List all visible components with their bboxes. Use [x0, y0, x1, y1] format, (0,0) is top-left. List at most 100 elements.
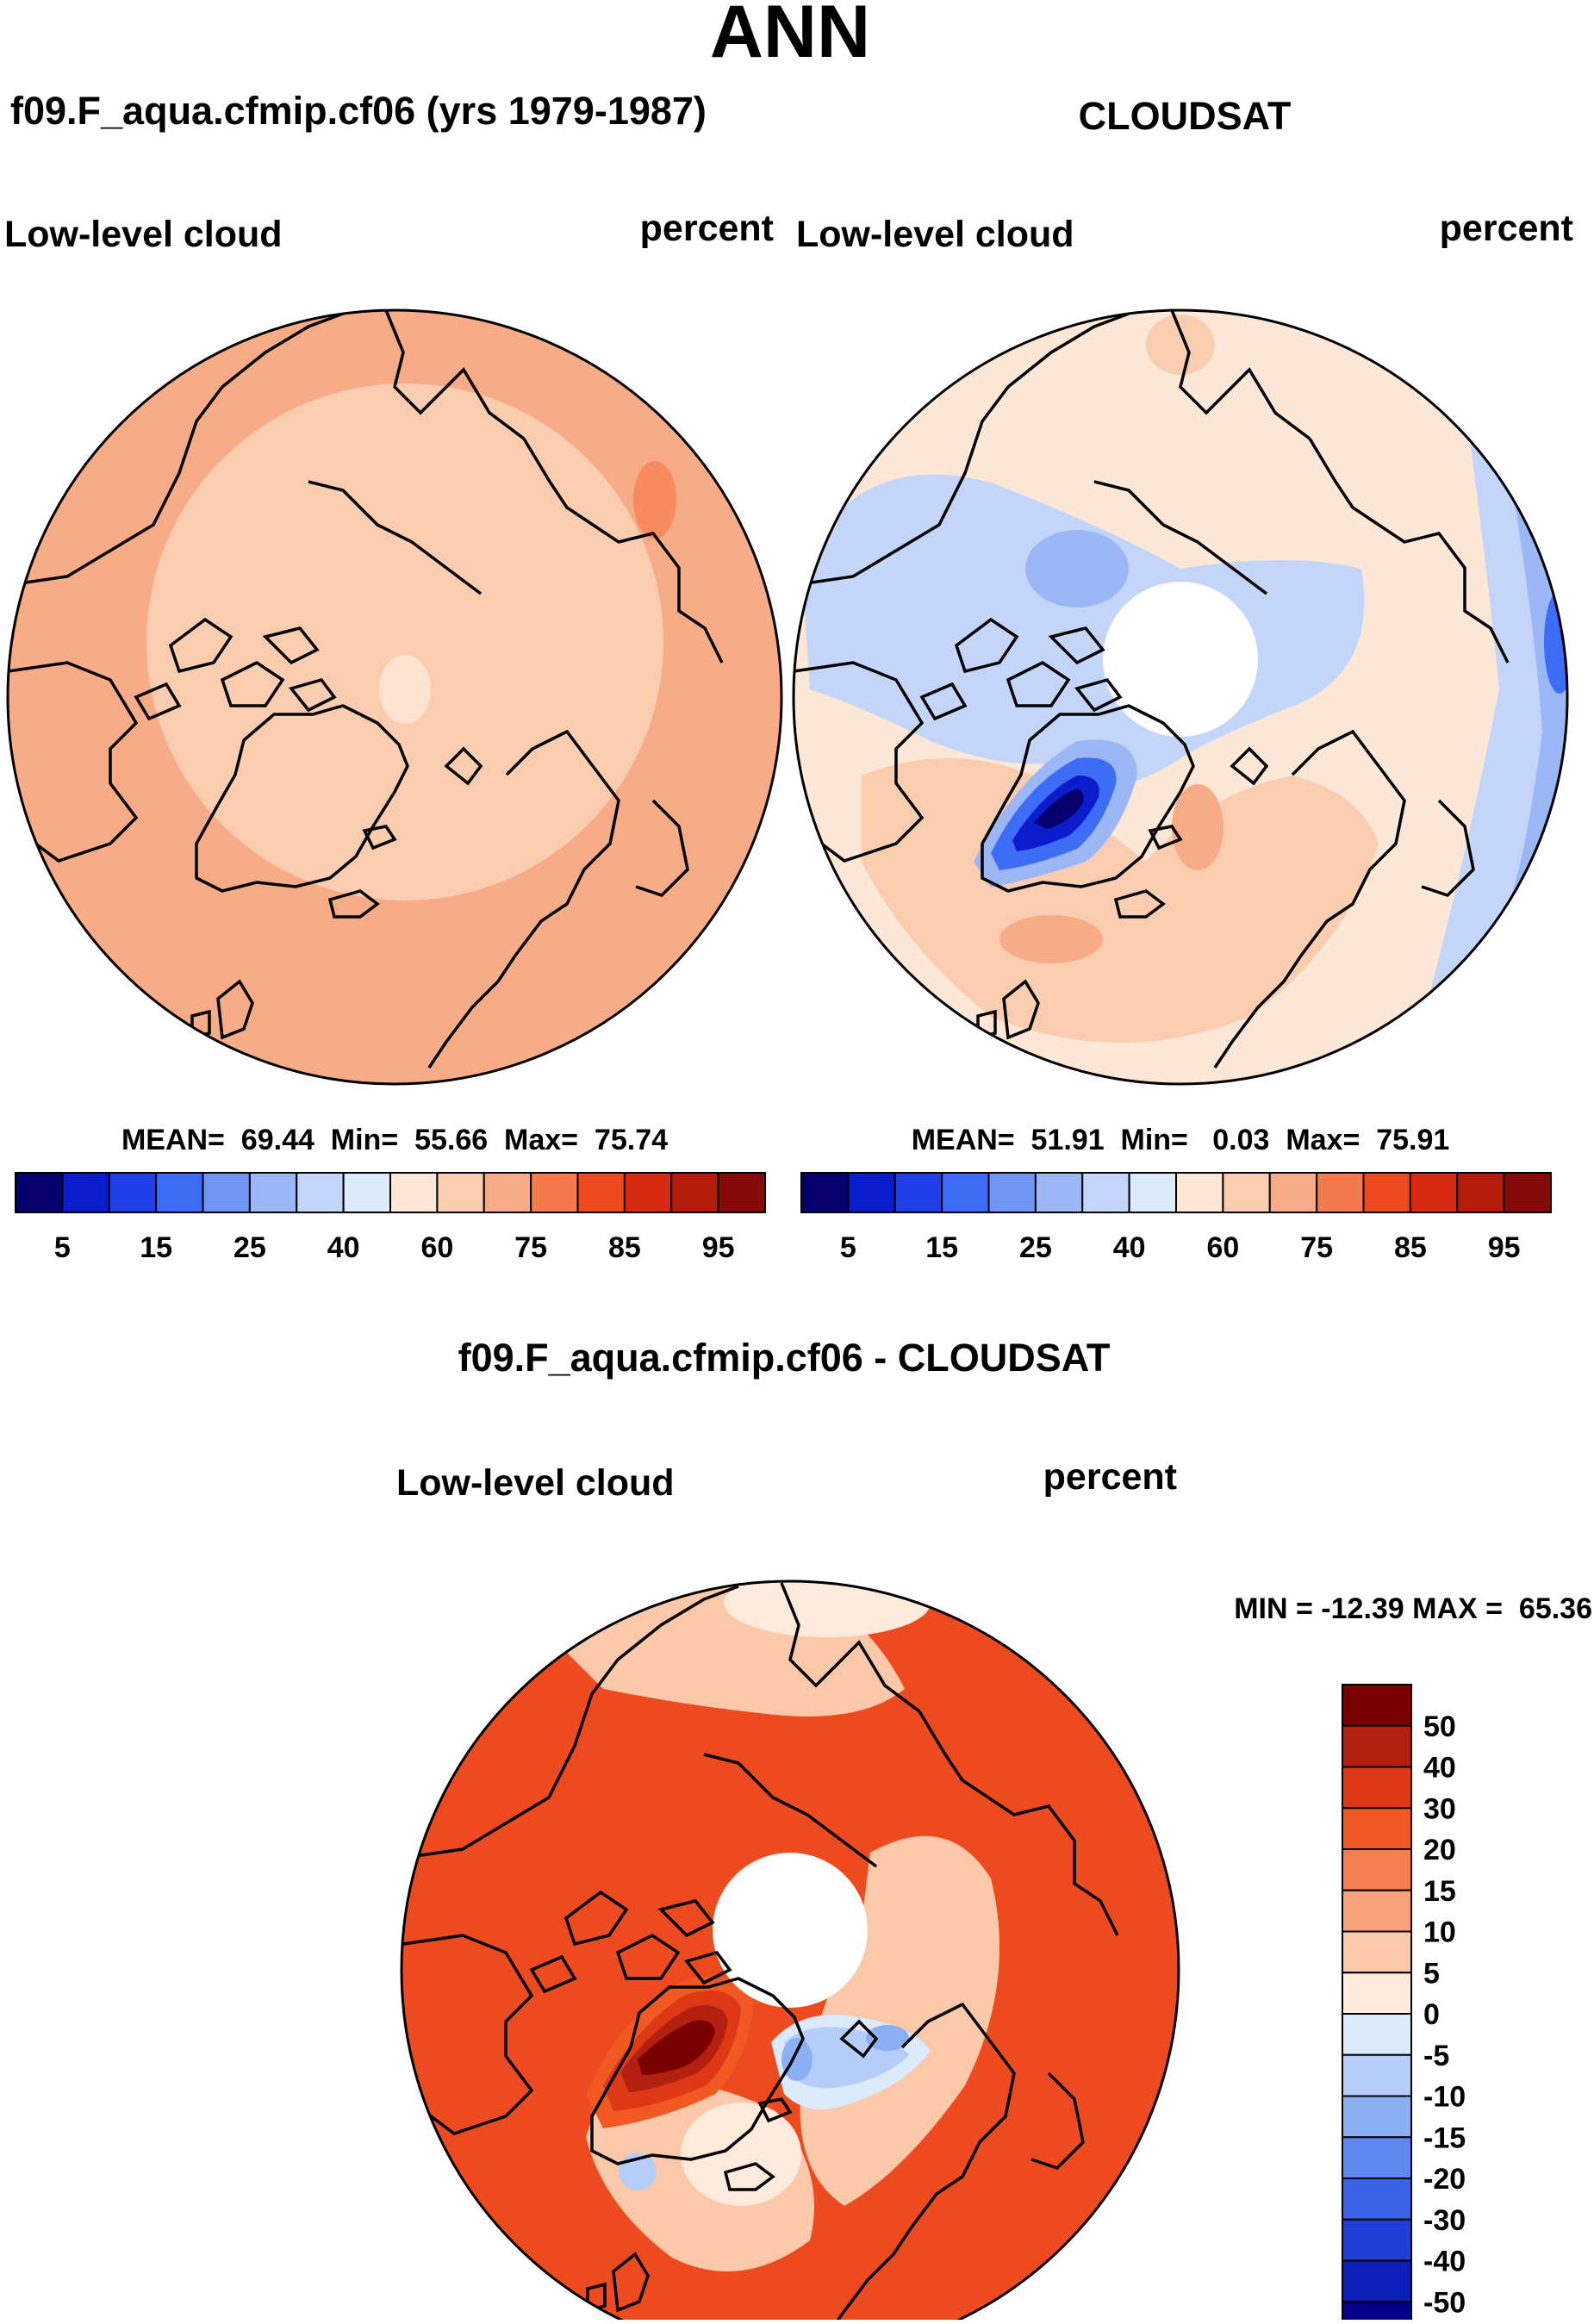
panel-obs: CLOUDSAT Low-level cloud percent MEAN: [792, 94, 1573, 1264]
colorbar-swatch-1: [847, 1172, 896, 1213]
colorbar-swatch-8: [1342, 2013, 1412, 2056]
colorbar-swatch-4: [202, 1172, 251, 1213]
panel-diff-right-label: percent: [1043, 1456, 1177, 1498]
panel-model-title: f09.F_aqua.cfmip.cf06 (yrs 1979-1987): [10, 89, 707, 133]
colorbar-swatch-9: [1342, 2053, 1412, 2097]
colorbar-tick-label: 85: [608, 1231, 641, 1264]
diff-field-west-light: [422, 1620, 543, 1689]
colorbar-swatch-3: [1342, 1807, 1412, 1850]
panel-obs-left-label: Low-level cloud: [796, 214, 1074, 255]
colorbar-swatch-12: [576, 1172, 626, 1213]
colorbar-swatch-12: [1362, 1172, 1411, 1213]
colorbar-swatch-11: [1342, 2136, 1412, 2179]
colorbar-tick-label: 40: [1113, 1231, 1146, 1264]
panel-model: f09.F_aqua.cfmip.cf06 (yrs 1979-1987) Lo…: [4, 89, 783, 1264]
colorbar-tick-label: 30: [1423, 1792, 1456, 1825]
colorbar-swatch-0: [800, 1172, 850, 1213]
panel-diff-title: f09.F_aqua.cfmip.cf06 - CLOUDSAT: [458, 1336, 1111, 1380]
colorbar-tick-label: 15: [140, 1231, 172, 1264]
colorbar-tick-label: 60: [1206, 1231, 1239, 1264]
colorbar-swatch-12: [1342, 2178, 1412, 2221]
panel-diff-left-label: Low-level cloud: [396, 1462, 675, 1504]
panel-model-map: [8, 310, 781, 1084]
diff-norwegian-minimum: [771, 2015, 931, 2109]
colorbar-tick-label: 50: [1423, 1710, 1456, 1743]
obs-greenland-minimum: [974, 739, 1137, 888]
colorbar-swatch-8: [1175, 1172, 1224, 1213]
colorbar-swatch-4: [987, 1172, 1037, 1213]
colorbar-tick-label: 15: [1423, 1875, 1456, 1908]
colorbar-tick-label: -5: [1423, 2040, 1449, 2072]
colorbar-tick-label: 95: [702, 1231, 735, 1264]
model-field-patch: [633, 461, 676, 539]
colorbar-swatch-15: [1342, 2301, 1412, 2324]
colorbar-tick-label: 75: [514, 1231, 547, 1264]
colorbar-swatch-14: [670, 1172, 719, 1213]
diff-field-atlantic-pale: [681, 2103, 801, 2206]
colorbar-swatch-2: [894, 1172, 943, 1213]
colorbar-swatch-11: [530, 1172, 579, 1213]
colorbar-swatch-10: [483, 1172, 532, 1213]
colorbar-swatch-0: [15, 1172, 64, 1213]
colorbar-swatch-15: [717, 1172, 766, 1213]
colorbar-swatch-10: [1268, 1172, 1318, 1213]
colorbar-swatch-15: [1503, 1172, 1552, 1213]
colorbar-tick-label: -10: [1423, 2081, 1466, 2114]
colorbar-tick-label: 95: [1488, 1231, 1521, 1264]
colorbar-swatch-13: [1342, 2218, 1412, 2262]
colorbar-swatch-13: [623, 1172, 673, 1213]
colorbar-tick-label: 5: [1423, 1957, 1440, 1990]
colorbar-swatch-3: [155, 1172, 204, 1213]
colorbar-tick-label: 85: [1394, 1231, 1427, 1264]
colorbar-tick-label: 25: [1019, 1231, 1052, 1264]
colorbar-swatch-8: [389, 1172, 439, 1213]
panel-obs-stats: MEAN= 51.91 Min= 0.03 Max= 75.91: [912, 1124, 1450, 1156]
diff-field-north-pale: [724, 1581, 931, 1637]
colorbar-swatch-9: [1222, 1172, 1271, 1213]
panel-diff-map: [402, 1581, 1179, 2324]
colorbar-tick-label: 40: [327, 1231, 360, 1264]
colorbar-tick-label: 5: [840, 1231, 856, 1264]
colorbar-swatch-3: [941, 1172, 990, 1213]
panel-diff: f09.F_aqua.cfmip.cf06 - CLOUDSAT Low-lev…: [396, 1336, 1592, 2324]
colorbar-swatch-6: [1081, 1172, 1130, 1213]
panel-diff-stats: MIN = -12.39 MAX = 65.36: [1234, 1592, 1592, 1625]
obs-field-warm-patch-2: [999, 915, 1103, 963]
colorbar-swatch-9: [436, 1172, 485, 1213]
panel-model-stats: MEAN= 69.44 Min= 55.66 Max= 75.74: [121, 1124, 668, 1156]
colorbar-swatch-0: [1342, 1684, 1412, 1727]
colorbar-swatch-2: [108, 1172, 158, 1213]
panel-diff-map-border: [400, 1579, 1180, 2324]
colorbar-tick-label: -40: [1423, 2246, 1466, 2278]
panel-obs-map: [794, 310, 1567, 1084]
colorbar-swatch-14: [1456, 1172, 1505, 1213]
colorbar-tick-label: -30: [1423, 2204, 1466, 2237]
page-title: ANN: [710, 0, 870, 73]
colorbar-tick-label: 0: [1423, 1998, 1440, 2031]
diff-field-east-light: [800, 1835, 999, 2206]
colorbar-swatch-4: [1342, 1848, 1412, 1891]
panel-model-map-border: [6, 308, 783, 1086]
colorbar-swatch-6: [1342, 1930, 1412, 1974]
diff-pole-missing: [713, 1853, 868, 2008]
obs-pole-missing: [1103, 582, 1258, 737]
colorbar-tick-label: 5: [54, 1231, 71, 1264]
colorbar-tick-label: 75: [1300, 1231, 1333, 1264]
colorbar-swatch-10: [1342, 2095, 1412, 2139]
colorbar-swatch-5: [1342, 1889, 1412, 1933]
colorbar-swatch-7: [342, 1172, 391, 1213]
obs-field-edge-blue: [1544, 590, 1567, 694]
panel-model-colorbar: 5 15 25 40 60 75 85 95: [15, 1172, 766, 1264]
colorbar-tick-label: 20: [1423, 1834, 1456, 1866]
colorbar-swatch-2: [1342, 1766, 1412, 1810]
model-field-inner: [146, 383, 663, 900]
colorbar-swatch-1: [1342, 1724, 1412, 1768]
diff-greenland-maximum: [586, 1976, 754, 2128]
panel-obs-right-label: percent: [1440, 208, 1573, 249]
panel-model-right-label: percent: [640, 208, 774, 249]
colorbar-tick-label: 10: [1423, 1916, 1456, 1949]
colorbar-tick-label: 15: [925, 1231, 958, 1264]
colorbar-tick-label: 25: [233, 1231, 266, 1264]
